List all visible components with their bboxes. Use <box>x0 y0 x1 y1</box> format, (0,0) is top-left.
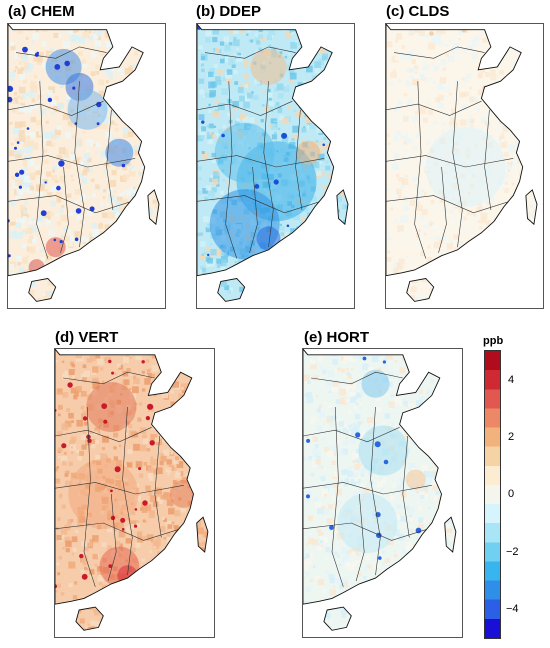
hainan-island <box>75 606 104 631</box>
map-panel-hort <box>302 348 463 638</box>
panel-title-chem: (a) CHEM <box>8 3 75 20</box>
hainan-island <box>323 606 352 631</box>
map-panel-vert <box>54 348 215 638</box>
coastline <box>8 24 146 277</box>
colorbar-tick-neg4: −4 <box>506 603 519 615</box>
coastline <box>386 24 524 277</box>
map-panel-clds <box>385 23 544 309</box>
map-chem-svg <box>8 24 165 308</box>
colorbar-tick-4: 4 <box>508 374 515 386</box>
land-field <box>55 349 208 631</box>
colorbar <box>484 350 501 639</box>
coastline <box>197 24 335 277</box>
taiwan-island <box>147 189 160 226</box>
map-clds-svg <box>386 24 543 308</box>
hainan-island <box>28 278 57 302</box>
panel-title-ddep: (b) DDEP <box>196 3 261 20</box>
coastline <box>55 349 194 605</box>
map-ddep-svg <box>197 24 354 308</box>
panel-title-hort: (e) HORT <box>304 329 369 346</box>
taiwan-island <box>444 516 457 553</box>
map-panel-ddep <box>196 23 355 309</box>
hainan-island <box>406 278 435 302</box>
colorbar-tick-neg2: −2 <box>506 546 519 558</box>
panel-title-clds: (c) CLDS <box>386 3 450 20</box>
map-panel-chem <box>7 23 166 309</box>
taiwan-island <box>196 516 209 553</box>
coastline <box>303 349 442 605</box>
panel-title-vert: (d) VERT <box>55 329 119 346</box>
colorbar-unit-label: ppb <box>483 335 504 347</box>
hainan-island <box>217 278 246 302</box>
taiwan-island <box>525 189 538 226</box>
map-vert-svg <box>55 349 214 637</box>
colorbar-tick-0: 0 <box>508 488 515 500</box>
map-hort-svg <box>303 349 462 637</box>
colorbar-tick-2: 2 <box>508 431 515 443</box>
taiwan-island <box>336 189 349 226</box>
